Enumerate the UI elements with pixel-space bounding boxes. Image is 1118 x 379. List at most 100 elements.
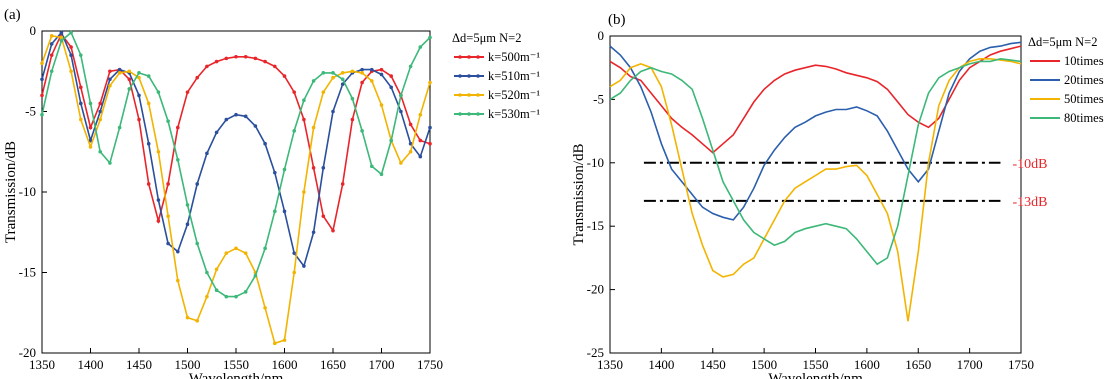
data-point (263, 306, 267, 310)
data-point (59, 35, 64, 40)
x-tick-label: 1700 (369, 357, 395, 372)
legend-label: k=520m⁻¹ (488, 88, 540, 102)
data-point (234, 294, 238, 299)
data-point (282, 209, 287, 214)
data-point (234, 54, 238, 59)
data-point (127, 69, 132, 74)
series-line (41, 32, 431, 233)
data-point (176, 158, 180, 162)
data-point (418, 112, 423, 117)
data-point (146, 182, 151, 186)
legend-label: k=500m⁻¹ (488, 50, 540, 64)
data-point (98, 149, 102, 154)
data-point (311, 79, 316, 83)
data-point (137, 117, 141, 122)
x-tick-label: 1450 (126, 357, 152, 372)
data-point (166, 182, 170, 186)
y-tick-label: -5 (593, 91, 604, 106)
x-tick-label: 1350 (597, 357, 623, 372)
data-point (49, 69, 54, 74)
series-10times (609, 45, 1022, 154)
data-point (408, 122, 413, 127)
data-point (79, 85, 83, 90)
data-point (49, 53, 54, 57)
data-point (127, 87, 132, 91)
data-point (137, 93, 141, 98)
x-tick-label: 1500 (175, 357, 201, 372)
data-point (370, 79, 374, 83)
data-point (69, 69, 73, 74)
data-point (214, 267, 219, 272)
data-point (321, 90, 326, 94)
data-point (321, 71, 326, 75)
data-point (108, 83, 112, 88)
data-point (108, 161, 112, 165)
data-point (243, 251, 248, 255)
data-point (195, 182, 199, 186)
data-point (340, 82, 345, 86)
data-point (176, 125, 180, 130)
x-tick-label: 1650 (905, 357, 931, 372)
chart-panel-a: 1350 1400 1450 1500 1550 1600 1650 1700 1750 0 -5 -… (3, 7, 540, 379)
x-axis-label: Wavelength/nm (768, 371, 863, 379)
data-point (253, 124, 258, 128)
legend-item: 10times (1030, 54, 1104, 68)
data-point (292, 270, 297, 275)
data-point (350, 96, 355, 101)
data-point (253, 273, 258, 278)
data-point (273, 64, 277, 69)
legend-item: 20times (1030, 73, 1104, 87)
data-point (399, 161, 403, 165)
data-point (379, 172, 384, 177)
data-point (370, 164, 374, 169)
data-point (321, 214, 326, 218)
series-k=510m⁻¹ (40, 30, 432, 268)
x-tick-label: 1650 (320, 357, 346, 372)
x-tick-label: 1350 (29, 357, 55, 372)
data-point (292, 251, 297, 255)
data-point (185, 315, 190, 320)
legend: Δd=5μm N=2 10times 20times 50times 80times (1028, 35, 1104, 125)
x-tick-label: 1400 (78, 357, 104, 372)
legend-label: 20times (1064, 73, 1104, 87)
legend-marker (467, 93, 471, 97)
threshold-label: -13dB (1012, 195, 1047, 210)
data-point (108, 77, 112, 82)
legend-marker (476, 93, 480, 97)
data-point (214, 288, 219, 293)
data-point (88, 138, 93, 143)
x-tick-label: 1550 (803, 357, 829, 372)
panel-label: (a) (4, 7, 21, 23)
data-point (273, 209, 277, 214)
data-point (146, 74, 151, 78)
legend-marker (467, 55, 471, 59)
data-point (69, 53, 73, 57)
data-point (69, 30, 73, 35)
data-point (302, 98, 306, 103)
legend-marker (467, 112, 471, 116)
y-tick-label: -15 (19, 265, 36, 280)
data-point (40, 93, 44, 98)
data-point (243, 54, 248, 59)
data-point (340, 77, 345, 82)
data-point (389, 85, 394, 90)
data-point (146, 101, 151, 106)
data-point (418, 154, 423, 159)
data-point (195, 75, 199, 80)
data-point (205, 294, 209, 299)
data-point (195, 319, 199, 323)
data-point (273, 170, 277, 175)
x-tick-label: 1750 (417, 357, 443, 372)
legend: Δd=5μm N=2 k=500m⁻¹ k=510m⁻¹ k=520m⁻¹ k=530m… (452, 31, 540, 121)
legend-item: k=500m⁻¹ (454, 50, 540, 64)
legend-marker (476, 55, 480, 59)
data-point (331, 75, 335, 80)
data-point (40, 112, 44, 117)
data-point (49, 34, 54, 38)
data-point (331, 109, 335, 114)
legend-item: 50times (1030, 92, 1104, 106)
data-point (224, 251, 229, 255)
x-tick-label: 1500 (751, 357, 777, 372)
data-point (224, 117, 229, 122)
x-tick-label: 1550 (223, 357, 249, 372)
